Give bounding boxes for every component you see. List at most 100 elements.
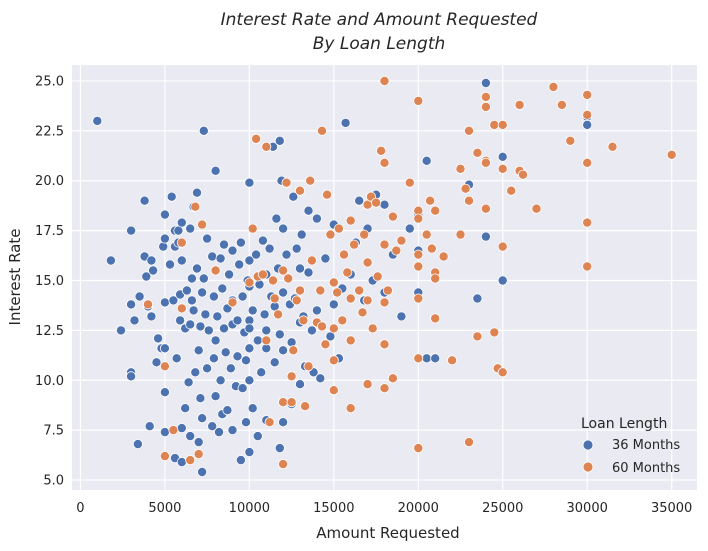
point-36-months [259,309,270,320]
point-36-months [288,191,299,202]
point-60-months [472,147,483,158]
point-60-months [425,195,436,206]
point-36-months [328,299,339,310]
point-60-months [159,451,170,462]
point-36-months [185,319,196,330]
point-36-months [227,425,238,436]
point-36-months [497,151,508,162]
point-60-months [349,239,360,250]
point-36-months [225,363,236,374]
point-36-months [315,373,326,384]
point-36-months [480,231,491,242]
point-36-months [222,405,233,416]
y-tick-label: 20.0 [35,174,64,189]
point-36-months [421,353,432,364]
x-tick-label: 30000 [567,501,608,516]
point-36-months [197,466,208,477]
point-36-months [237,291,248,302]
point-60-months [328,277,339,288]
point-60-months [421,229,432,240]
x-axis-label: Amount Requested [316,524,459,542]
point-60-months [362,295,373,306]
point-36-months [176,255,187,266]
point-60-months [379,239,390,250]
point-36-months [92,115,103,126]
point-36-months [252,335,263,346]
point-60-months [460,183,471,194]
point-36-months [218,239,229,250]
point-60-months [337,315,348,326]
point-60-months [582,261,593,272]
x-tick-label: 35000 [651,501,692,516]
point-60-months [531,203,542,214]
point-36-months [278,345,289,356]
point-36-months [159,427,170,438]
point-36-months [217,283,228,294]
point-60-months [267,275,278,286]
point-60-months [413,249,424,260]
point-36-months [158,241,169,252]
points-layer [92,76,677,477]
point-60-months [518,169,529,180]
point-60-months [325,229,336,240]
point-36-months [213,427,224,438]
point-60-months [372,271,383,282]
y-tick-label: 7.5 [43,424,64,439]
point-36-months [183,377,194,388]
point-60-months [379,383,390,394]
point-60-months [489,327,500,338]
legend-marker-60-months [582,461,594,473]
point-36-months [197,287,208,298]
point-60-months [387,211,398,222]
point-60-months [210,265,221,276]
point-36-months [296,229,307,240]
point-60-months [168,425,179,436]
point-36-months [202,363,213,374]
point-36-months [404,223,415,234]
point-60-months [316,321,327,332]
point-36-months [271,213,282,224]
point-60-months [332,287,343,298]
point-36-months [166,191,177,202]
point-60-months [286,397,297,408]
point-36-months [235,455,246,466]
chart-title: Interest Rate and Amount Requested [221,10,538,30]
point-60-months [251,133,262,144]
y-tick-label: 15.0 [35,274,64,289]
point-60-months [438,251,449,262]
point-60-months [197,219,208,230]
legend-label-36-months: 36 Months [612,438,680,453]
point-36-months [261,325,272,336]
point-60-months [328,355,339,366]
point-60-months [294,285,305,296]
point-60-months [281,177,292,188]
point-60-months [607,141,618,152]
point-60-months [159,361,170,372]
point-60-months [480,101,491,112]
point-36-months [244,177,255,188]
point-36-months [134,291,145,302]
y-tick-label: 25.0 [35,74,64,89]
point-36-months [215,253,226,264]
point-60-months [371,197,382,208]
point-36-months [105,255,116,266]
legend-marker-36-months [582,439,594,451]
point-60-months [316,125,327,136]
point-36-months [208,291,219,302]
point-36-months [224,269,235,280]
point-36-months [215,375,226,386]
point-60-months [582,109,593,120]
point-60-months [413,443,424,454]
point-60-months [362,257,373,268]
point-36-months [294,379,305,390]
point-36-months [252,431,263,442]
y-tick-label: 12.5 [35,324,64,339]
point-36-months [141,271,152,282]
point-60-months [430,313,441,324]
point-60-months [176,303,187,314]
point-36-months [126,299,137,310]
point-36-months [212,311,223,322]
point-60-months [322,189,333,200]
point-36-months [235,237,246,248]
point-36-months [159,297,170,308]
